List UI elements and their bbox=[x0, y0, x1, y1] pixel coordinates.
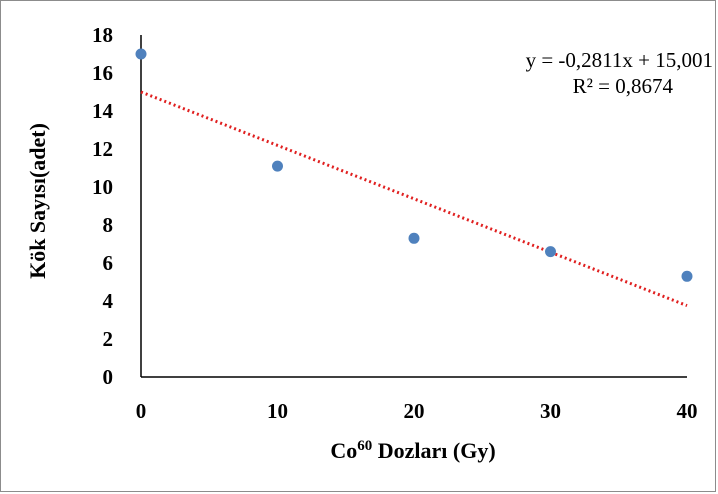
data-point bbox=[681, 270, 693, 282]
trendline-equation: y = -0,2811x + 15,001 bbox=[526, 48, 713, 72]
x-tick-label: 20 bbox=[404, 399, 425, 423]
y-tick-label: 0 bbox=[103, 365, 114, 389]
x-tick-label: 0 bbox=[136, 399, 147, 423]
y-axis-title: Kök Sayısı(adet) bbox=[25, 123, 50, 279]
x-tick-label: 30 bbox=[540, 399, 561, 423]
y-tick-label: 18 bbox=[92, 23, 113, 47]
points-layer bbox=[135, 48, 693, 282]
y-tick-label: 4 bbox=[103, 289, 114, 313]
y-tick-label: 14 bbox=[92, 99, 114, 123]
y-tick-label: 8 bbox=[103, 213, 114, 237]
y-tick-label: 6 bbox=[103, 251, 114, 275]
tick-labels: 0 2 4 6 8 10 12 14 16 18 0 10 20 30 40 bbox=[92, 23, 698, 423]
data-point bbox=[408, 232, 420, 244]
y-tick-label: 16 bbox=[92, 61, 113, 85]
x-tick-label: 10 bbox=[267, 399, 288, 423]
y-tick-label: 2 bbox=[103, 327, 114, 351]
trendline-layer bbox=[140, 90, 688, 308]
y-tick-label: 12 bbox=[92, 137, 113, 161]
trendline-r-squared: R² = 0,8674 bbox=[573, 74, 674, 98]
y-tick-label: 10 bbox=[92, 175, 113, 199]
trendline bbox=[140, 90, 688, 308]
data-point bbox=[135, 48, 147, 60]
data-point bbox=[272, 160, 283, 172]
x-axis-title: Co60 Dozları (Gy) bbox=[330, 438, 495, 463]
x-tick-label: 40 bbox=[677, 399, 698, 423]
data-point bbox=[545, 246, 556, 258]
